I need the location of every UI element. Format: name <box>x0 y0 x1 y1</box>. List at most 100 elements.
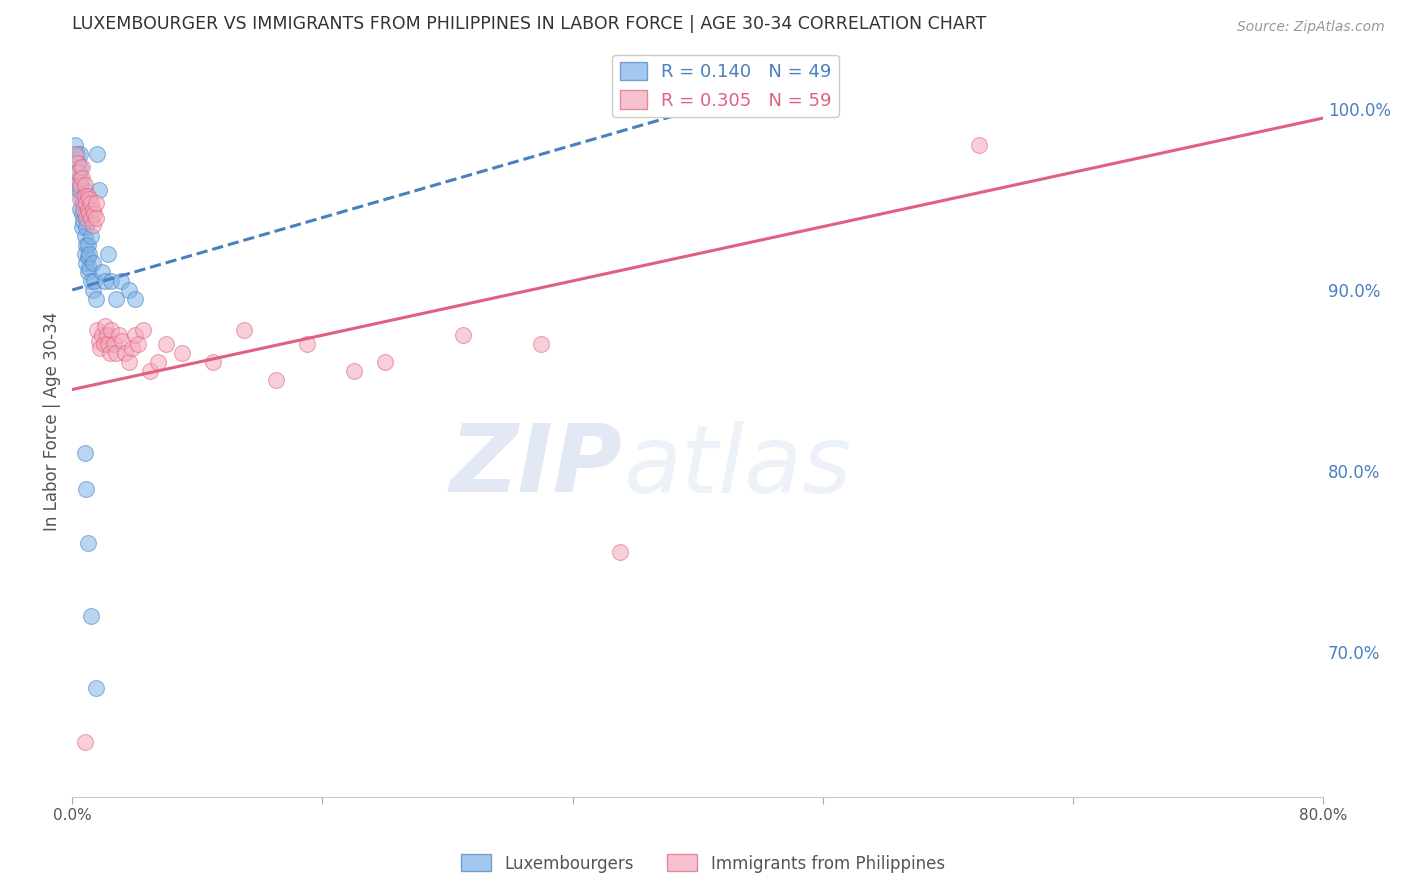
Point <box>69 170 91 185</box>
Point <box>65 138 87 153</box>
Point <box>79 261 101 276</box>
Point <box>94 319 117 334</box>
Point <box>66 147 89 161</box>
Point <box>79 247 101 261</box>
Point <box>86 323 108 337</box>
Point <box>75 256 97 270</box>
Point <box>84 211 107 225</box>
Point <box>451 328 474 343</box>
Point <box>114 346 136 360</box>
Point <box>343 364 366 378</box>
Point <box>111 334 134 348</box>
Point <box>98 346 121 360</box>
Point <box>117 355 139 369</box>
Point <box>233 323 256 337</box>
Point <box>124 328 146 343</box>
Point <box>87 334 110 348</box>
Point <box>73 207 96 221</box>
Point <box>80 196 103 211</box>
Point <box>75 196 97 211</box>
Point <box>79 207 101 221</box>
Point <box>69 183 91 197</box>
Text: LUXEMBOURGER VS IMMIGRANTS FROM PHILIPPINES IN LABOR FORCE | AGE 30-34 CORRELATI: LUXEMBOURGER VS IMMIGRANTS FROM PHILIPPI… <box>72 15 987 33</box>
Point <box>67 156 90 170</box>
Point <box>131 323 153 337</box>
Point <box>89 341 111 355</box>
Point <box>83 207 105 221</box>
Point <box>69 202 91 216</box>
Point <box>67 174 90 188</box>
Point <box>70 160 93 174</box>
Point <box>75 482 97 496</box>
Point <box>80 608 103 623</box>
Point <box>76 536 98 550</box>
Point <box>170 346 193 360</box>
Point <box>73 247 96 261</box>
Point <box>66 165 89 179</box>
Point <box>86 147 108 161</box>
Point <box>139 364 162 378</box>
Y-axis label: In Labor Force | Age 30-34: In Labor Force | Age 30-34 <box>44 311 60 531</box>
Point <box>374 355 396 369</box>
Point <box>110 274 132 288</box>
Point <box>75 237 97 252</box>
Point <box>609 545 631 559</box>
Point <box>73 178 96 192</box>
Point <box>105 346 128 360</box>
Point <box>91 328 114 343</box>
Point <box>67 165 90 179</box>
Point <box>103 337 125 351</box>
Point <box>967 138 990 153</box>
Point <box>84 292 107 306</box>
Point <box>67 174 90 188</box>
Point <box>83 274 105 288</box>
Point <box>69 147 91 161</box>
Point <box>76 203 98 218</box>
Point <box>80 228 103 243</box>
Point <box>65 147 87 161</box>
Point <box>73 446 96 460</box>
Point <box>72 196 94 211</box>
Point <box>121 341 143 355</box>
Point <box>73 228 96 243</box>
Point <box>79 193 101 207</box>
Point <box>93 337 115 351</box>
Point <box>84 196 107 211</box>
Point <box>148 355 170 369</box>
Point <box>76 265 98 279</box>
Point <box>295 337 318 351</box>
Point <box>67 183 90 197</box>
Point <box>70 219 93 234</box>
Point <box>82 203 104 218</box>
Point <box>108 328 131 343</box>
Text: atlas: atlas <box>623 421 851 512</box>
Point <box>155 337 177 351</box>
Legend: Luxembourgers, Immigrants from Philippines: Luxembourgers, Immigrants from Philippin… <box>454 847 952 880</box>
Point <box>82 283 104 297</box>
Point <box>100 323 122 337</box>
Point <box>72 214 94 228</box>
Point <box>76 189 98 203</box>
Point <box>76 251 98 265</box>
Point <box>94 274 117 288</box>
Point <box>73 189 96 203</box>
Point <box>530 337 553 351</box>
Point <box>69 160 91 174</box>
Point <box>87 183 110 197</box>
Point <box>70 207 93 221</box>
Point <box>127 337 149 351</box>
Point <box>73 735 96 749</box>
Point <box>84 681 107 695</box>
Point <box>96 328 118 343</box>
Point <box>82 218 104 232</box>
Point <box>80 274 103 288</box>
Point <box>82 256 104 270</box>
Legend: R = 0.140   N = 49, R = 0.305   N = 59: R = 0.140 N = 49, R = 0.305 N = 59 <box>612 54 839 117</box>
Point <box>97 337 120 351</box>
Point <box>73 183 96 197</box>
Point <box>75 219 97 234</box>
Point <box>264 374 287 388</box>
Point <box>69 193 91 207</box>
Point <box>72 202 94 216</box>
Point <box>80 211 103 225</box>
